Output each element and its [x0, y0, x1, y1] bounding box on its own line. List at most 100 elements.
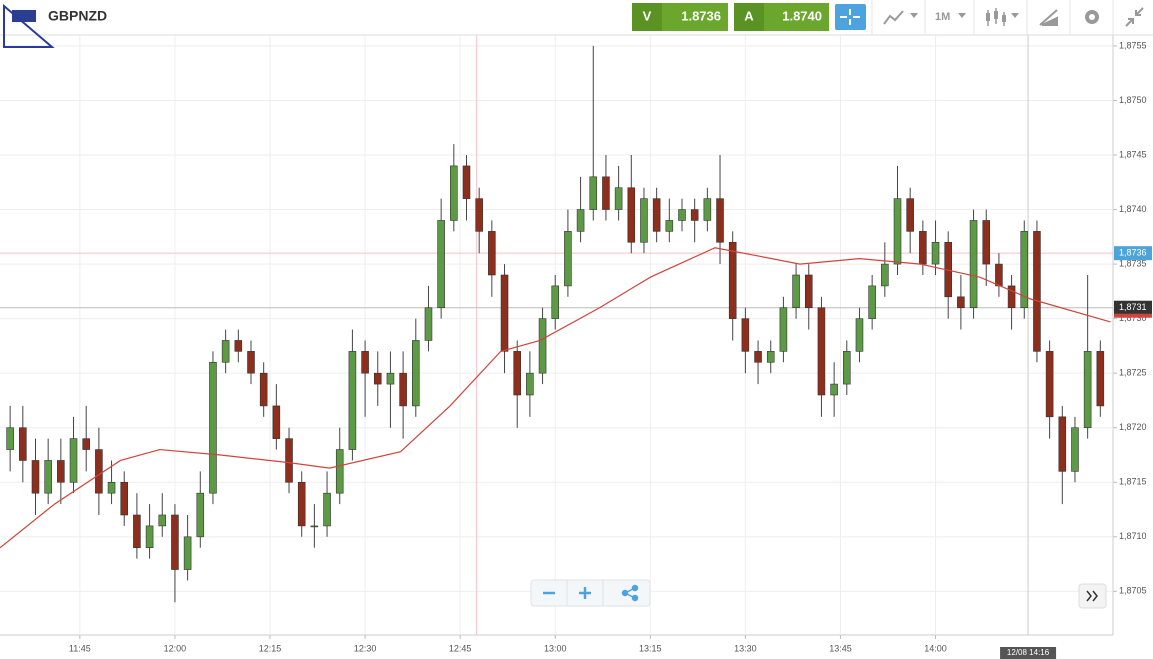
buy-label-box [734, 3, 764, 31]
candle-body [906, 198, 914, 232]
candle-body [500, 274, 509, 352]
candle-body [44, 460, 52, 494]
candle-body [234, 340, 243, 352]
collapse-button[interactable] [1125, 7, 1144, 27]
candle-body [1096, 351, 1105, 407]
candle-body [488, 231, 496, 276]
candle-body [373, 372, 382, 385]
candle-body [716, 198, 724, 243]
candle-body [259, 372, 268, 407]
candle-body [424, 307, 433, 341]
toolbar-bg [0, 0, 1153, 35]
buy-price: 1.8740 [782, 8, 822, 23]
dropdown-arrow [1011, 13, 1019, 18]
candle-body [6, 427, 14, 450]
x-tick-label: 13:30 [734, 643, 757, 653]
y-tick-label: 1,8720 [1119, 422, 1147, 432]
draw-button[interactable] [1039, 9, 1058, 26]
scroll-end-button[interactable] [1078, 583, 1107, 609]
dropdown-arrow [958, 13, 966, 18]
candle-body [272, 405, 281, 439]
candle-body [19, 427, 27, 461]
candle-body [158, 514, 167, 527]
candle-body [792, 274, 800, 309]
candle-body [57, 460, 65, 483]
moving-average [0, 247, 1111, 549]
candle-body [221, 340, 230, 363]
candle-body [69, 438, 78, 483]
candle-body [995, 263, 1003, 287]
crosshair-price-label: 1,8736 [1119, 248, 1147, 258]
candle-body [399, 372, 407, 407]
y-tick-label: 1,8745 [1119, 149, 1147, 159]
candle-body [95, 449, 103, 494]
candle-body [640, 198, 648, 243]
x-tick-label: 12:45 [449, 643, 472, 653]
plot-area: 1,87051,87101,87151,87201,87251,87301,87… [0, 35, 1152, 659]
candle-body [830, 383, 838, 396]
candle-body [107, 481, 116, 494]
candle-body [690, 209, 699, 221]
candle-body [450, 165, 458, 221]
candle-body [437, 220, 445, 309]
candle-body [196, 492, 205, 538]
y-tick-label: 1,8755 [1119, 40, 1147, 50]
crosshair-button[interactable] [835, 4, 866, 30]
sell-price: 1.8736 [681, 8, 721, 23]
candle-body [1033, 231, 1041, 352]
symbol: GBPNZD [48, 8, 107, 24]
candle-body [652, 198, 661, 232]
candle-body [589, 176, 598, 210]
timeframe[interactable]: 1M [935, 11, 950, 23]
candle-body [209, 361, 217, 494]
candle-body [678, 209, 686, 221]
corner-marker [3, 3, 55, 48]
candle-body [513, 351, 521, 396]
sell-label-box [632, 3, 662, 31]
x-tick-label: 14:00 [924, 643, 947, 653]
line-chart-button[interactable] [883, 10, 904, 25]
current-price-label: 1,8731 [1119, 302, 1147, 312]
x-tick-label: 12:30 [354, 643, 377, 653]
candle-body [183, 536, 192, 570]
candle-body [247, 351, 255, 374]
candle-body [982, 220, 991, 265]
candle-body [526, 372, 534, 396]
share-button[interactable] [621, 584, 639, 602]
zoom-in-button[interactable] [579, 587, 591, 599]
candle-body [348, 351, 357, 450]
crosshair-icon [840, 9, 860, 25]
candle-body [614, 187, 623, 210]
y-tick-label: 1,8710 [1119, 531, 1147, 541]
tool-icons [883, 7, 1144, 27]
candle-body [285, 438, 293, 483]
candle-body [931, 241, 940, 265]
zoom-controls [530, 579, 1107, 609]
candle-body [969, 220, 978, 309]
candle-body [957, 296, 965, 309]
y-tick-label: 1,8715 [1119, 477, 1147, 487]
candle-body [881, 263, 889, 287]
candle-body [893, 198, 902, 265]
candle-body [703, 198, 712, 221]
candle-body [335, 449, 344, 494]
time-marker-badge [1000, 647, 1057, 659]
candle-body [1071, 427, 1079, 472]
candle-body [728, 241, 737, 319]
candle-body [1058, 416, 1067, 472]
buy-label: A [744, 8, 754, 23]
candle-body [462, 165, 471, 199]
candle-body [171, 514, 179, 570]
sell-label: V [643, 8, 652, 23]
candle-body [310, 525, 319, 528]
candle-body [1045, 351, 1054, 418]
candle-body [1020, 231, 1029, 309]
candle-body [386, 372, 395, 385]
candle-body [804, 274, 813, 309]
y-tick-label: 1,8735 [1119, 258, 1147, 268]
candle-body [602, 176, 610, 210]
candle-body [1007, 285, 1016, 309]
time-marker-label: 12/08 14:16 [1007, 648, 1050, 657]
candle-body [627, 187, 636, 243]
